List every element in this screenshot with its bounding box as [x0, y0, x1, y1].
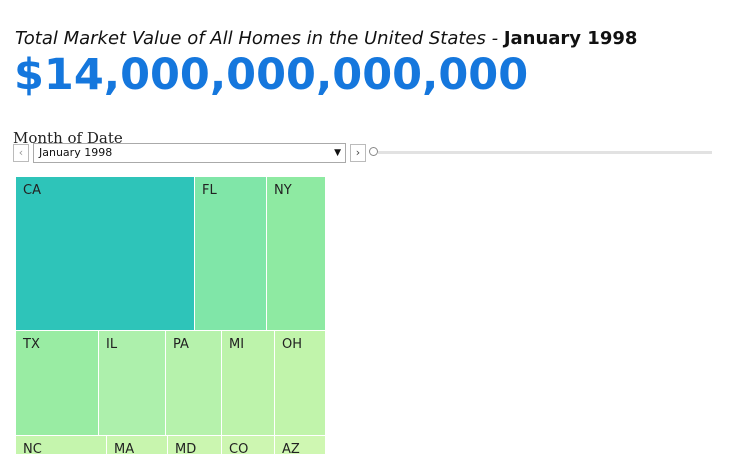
- dropdown-arrow: ▼: [334, 148, 341, 158]
- selected-month: January 1998: [39, 146, 113, 159]
- cell-label: PA: [173, 337, 189, 352]
- cell-label: NY: [274, 183, 292, 198]
- treemap-cell[interactable]: CA: [16, 177, 195, 331]
- treemap-cell[interactable]: MD: [168, 436, 222, 454]
- cell-label: IL: [106, 337, 118, 352]
- treemap-cell[interactable]: PA: [166, 331, 222, 436]
- cell-label: FL: [202, 183, 217, 198]
- cell-label: MA: [114, 442, 135, 454]
- treemap-cell[interactable]: MI: [222, 331, 275, 436]
- cell-label: CO: [229, 442, 249, 454]
- treemap-cell[interactable]: OH: [275, 331, 326, 436]
- prev-button[interactable]: ‹: [13, 144, 29, 162]
- treemap-cell[interactable]: FL: [195, 177, 267, 331]
- cell-label: OH: [282, 337, 303, 352]
- slider-knob[interactable]: [369, 147, 378, 156]
- cell-label: CA: [23, 183, 41, 198]
- cell-label: MD: [175, 442, 197, 454]
- title-date: January 1998: [503, 28, 638, 49]
- treemap-cell[interactable]: NC: [16, 436, 107, 454]
- month-select[interactable]: January 1998 ▼: [33, 143, 346, 163]
- title: Total Market Value of All Homes in the U…: [15, 28, 637, 49]
- treemap-cell[interactable]: NY: [267, 177, 326, 331]
- cell-label: AZ: [282, 442, 300, 454]
- next-button[interactable]: ›: [350, 144, 366, 162]
- cell-label: MI: [229, 337, 245, 352]
- total-value: $14,000,000,000,000: [14, 50, 529, 100]
- treemap-cell[interactable]: TX: [16, 331, 99, 436]
- slider-track[interactable]: [378, 151, 712, 154]
- treemap-cell[interactable]: IL: [99, 331, 166, 436]
- treemap-cell[interactable]: CO: [222, 436, 275, 454]
- cell-label: TX: [23, 337, 40, 352]
- filter-label: Month of Date: [13, 129, 123, 147]
- title-text: Total Market Value of All Homes in the U…: [15, 28, 504, 49]
- cell-label: NC: [23, 442, 42, 454]
- treemap-cell[interactable]: MA: [107, 436, 168, 454]
- treemap-cell[interactable]: AZ: [275, 436, 326, 454]
